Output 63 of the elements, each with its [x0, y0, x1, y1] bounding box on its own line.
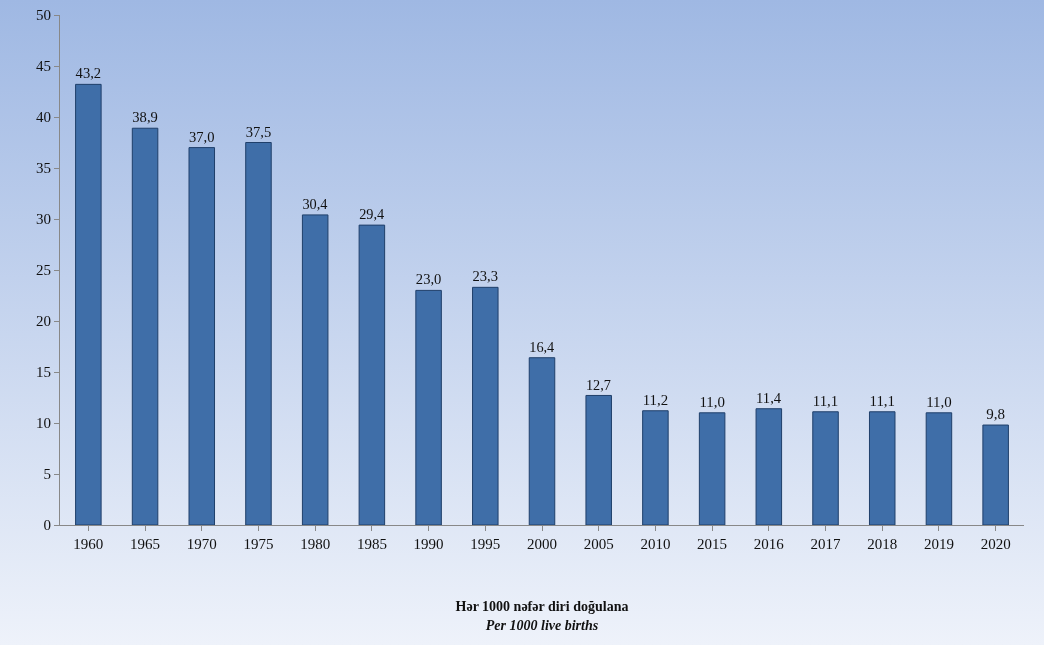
- data-label: 11,2: [642, 391, 669, 408]
- y-tick-label: 35: [36, 160, 51, 177]
- data-label: 30,4: [302, 196, 328, 213]
- x-tick-label: 2020: [980, 536, 1011, 552]
- data-label: 23,3: [472, 268, 499, 285]
- x-tick-label: 1965: [130, 536, 161, 552]
- x-tick-label: 1980: [300, 536, 331, 552]
- data-label: 29,4: [359, 206, 385, 223]
- data-label: 9,8: [986, 406, 1006, 423]
- bar: [358, 224, 386, 525]
- bar: [472, 286, 499, 525]
- x-tick-label: 2000: [527, 536, 557, 552]
- bar: [698, 412, 726, 525]
- data-label: 11,1: [812, 392, 839, 409]
- y-tick-label: 15: [36, 364, 51, 381]
- x-tick-label: 2016: [753, 536, 785, 552]
- y-tick-label: 5: [43, 466, 51, 483]
- y-tick-label: 45: [36, 58, 51, 75]
- bar: [755, 408, 783, 525]
- x-tick-label: 2019: [923, 536, 954, 552]
- bar: [925, 412, 953, 525]
- data-label: 23,0: [415, 271, 442, 288]
- bar: [131, 127, 159, 525]
- bar: [245, 142, 272, 525]
- x-tick-label: 2017: [810, 536, 842, 552]
- bar: [642, 410, 669, 525]
- data-label: 16,4: [529, 338, 555, 355]
- data-label: 11,0: [926, 393, 952, 410]
- data-label: 38,9: [132, 109, 158, 126]
- bar: [868, 411, 896, 525]
- x-tick-label: 1970: [186, 536, 217, 552]
- x-axis-title: Hər 1000 nəfər diri doğulana Per 1000 live births: [455, 599, 629, 633]
- bar: [75, 83, 102, 525]
- y-tick-label: 0: [43, 517, 51, 534]
- data-label: 12,7: [585, 376, 611, 393]
- x-tick-label: 2010: [640, 536, 671, 552]
- bar: [585, 394, 612, 525]
- x-tick-label: 1960: [73, 536, 104, 552]
- y-tick-label: 40: [36, 109, 51, 126]
- x-tick-label: 2005: [583, 536, 614, 552]
- y-tick-label: 25: [36, 262, 51, 279]
- data-label: 37,0: [189, 128, 215, 145]
- x-tick-label: 2015: [697, 536, 728, 552]
- data-label: 37,5: [245, 123, 272, 140]
- x-tick-label: 1985: [356, 536, 387, 552]
- bar: [301, 214, 329, 525]
- y-tick-label: 10: [36, 415, 51, 432]
- data-label: 43,2: [75, 65, 102, 82]
- data-label: 11,1: [869, 392, 895, 409]
- y-tick-label: 30: [36, 211, 51, 228]
- data-label: 11,4: [756, 389, 782, 406]
- bar: [982, 424, 1009, 525]
- y-tick-label: 50: [36, 7, 51, 24]
- bar: [528, 357, 556, 525]
- x-tick-label: 1975: [243, 536, 274, 552]
- bar: [188, 147, 216, 525]
- bar: [415, 289, 442, 525]
- y-tick-label: 20: [36, 313, 51, 330]
- x-tick-label: 1990: [413, 536, 444, 552]
- data-label: 11,0: [699, 393, 725, 410]
- bar: [812, 411, 839, 525]
- x-tick-label: 1995: [470, 536, 501, 552]
- x-tick-label: 2018: [867, 536, 898, 552]
